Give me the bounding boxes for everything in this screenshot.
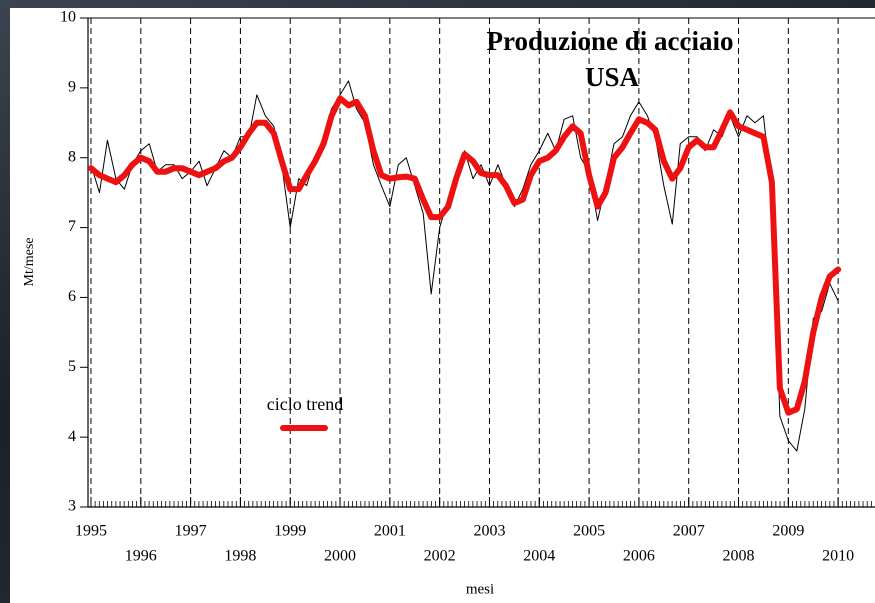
y-tick-label: 7 xyxy=(68,218,76,235)
x-tick-label: 2005 xyxy=(573,523,605,540)
x-tick-label: 2001 xyxy=(374,523,406,540)
x-tick-label: 2008 xyxy=(723,548,755,565)
y-tick-label: 6 xyxy=(68,288,76,305)
y-tick-label: 10 xyxy=(60,9,76,26)
x-tick-label: 2007 xyxy=(673,523,705,540)
y-tick-label: 8 xyxy=(68,148,76,165)
data-line xyxy=(87,95,842,416)
x-tick-label: 2000 xyxy=(324,548,356,565)
chart-title: Produzione di acciaio xyxy=(487,26,734,56)
x-axis-label: mesi xyxy=(466,581,494,597)
chart-subtitle: USA xyxy=(585,62,640,92)
x-tick-label: 2003 xyxy=(473,523,505,540)
x-tick-label: 2006 xyxy=(623,548,655,565)
y-tick-label: 5 xyxy=(68,358,76,375)
x-tick-label: 2010 xyxy=(822,548,854,565)
x-tick-label: 2009 xyxy=(772,523,804,540)
x-tick-label: 1998 xyxy=(224,548,256,565)
y-tick-label: 3 xyxy=(68,498,76,515)
y-tick-label: 9 xyxy=(68,79,76,96)
x-tick-label: 1999 xyxy=(274,523,306,540)
x-tick-label: 2004 xyxy=(523,548,555,565)
x-tick-label: 2002 xyxy=(424,548,456,565)
x-tick-label: 1997 xyxy=(175,523,207,540)
y-tick-label: 4 xyxy=(68,428,76,445)
x-tick-label: 1996 xyxy=(125,548,157,565)
chart-background xyxy=(10,8,875,603)
y-axis-label: Mt/mese xyxy=(22,238,37,287)
legend-label: ciclo trend xyxy=(267,394,343,414)
x-tick-label: 1995 xyxy=(75,523,107,540)
